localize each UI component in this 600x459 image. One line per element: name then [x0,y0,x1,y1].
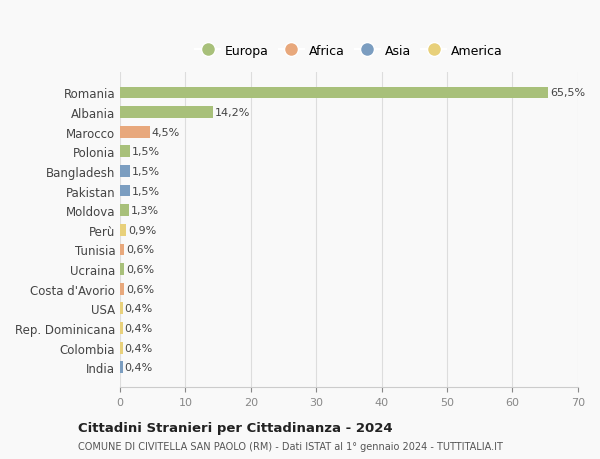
Text: 1,5%: 1,5% [132,147,160,157]
Bar [120,146,130,158]
Bar [120,185,130,197]
Bar [120,342,123,354]
Text: 14,2%: 14,2% [215,108,250,118]
Bar [120,303,123,314]
Text: 4,5%: 4,5% [151,128,180,137]
Bar [120,107,213,119]
Text: 65,5%: 65,5% [550,88,586,98]
Text: COMUNE DI CIVITELLA SAN PAOLO (RM) - Dati ISTAT al 1° gennaio 2024 - TUTTITALIA.: COMUNE DI CIVITELLA SAN PAOLO (RM) - Dat… [78,441,503,451]
Bar [120,283,124,295]
Text: 1,5%: 1,5% [132,167,160,177]
Text: 1,5%: 1,5% [132,186,160,196]
Text: 0,4%: 0,4% [125,343,153,353]
Text: 0,9%: 0,9% [128,225,156,235]
Text: 0,6%: 0,6% [126,264,154,274]
Text: 0,4%: 0,4% [125,323,153,333]
Bar [120,263,124,275]
Bar [120,166,130,178]
Text: 0,6%: 0,6% [126,245,154,255]
Text: 0,4%: 0,4% [125,363,153,372]
Bar [120,322,123,334]
Text: 1,3%: 1,3% [131,206,158,216]
Text: 0,6%: 0,6% [126,284,154,294]
Bar [120,87,548,99]
Bar [120,362,123,373]
Bar [120,205,128,217]
Bar [120,224,126,236]
Bar [120,244,124,256]
Legend: Europa, Africa, Asia, America: Europa, Africa, Asia, America [189,39,509,64]
Text: Cittadini Stranieri per Cittadinanza - 2024: Cittadini Stranieri per Cittadinanza - 2… [78,421,392,434]
Bar [120,127,149,138]
Text: 0,4%: 0,4% [125,304,153,313]
